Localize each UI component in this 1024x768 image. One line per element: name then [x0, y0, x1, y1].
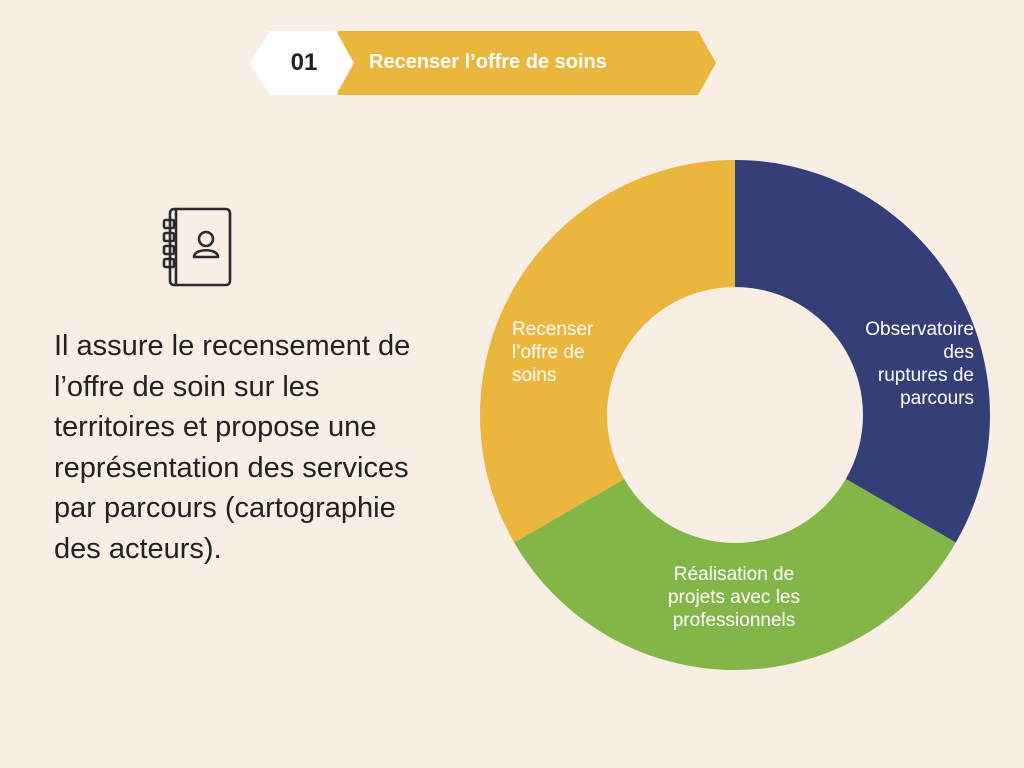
- donut-chart: [479, 160, 990, 671]
- step-number: 01: [290, 49, 318, 76]
- banner-shape: [250, 31, 716, 95]
- segment-recenser: [479, 160, 735, 543]
- segment-observatoire: [735, 160, 990, 543]
- description-text: Il assure le recensement de l’offre de s…: [54, 330, 411, 565]
- segment-realisation: [514, 479, 956, 671]
- contact-book-icon: [162, 207, 232, 287]
- banner-number-badge: [250, 31, 354, 95]
- step-title: Recenser l’offre de soins: [369, 51, 607, 73]
- segment-label-recenser: Recenser l’offre de soins: [512, 319, 594, 386]
- segment-label-observatoire: Observatoire des ruptures de parcours: [865, 319, 974, 409]
- step-banner: 01 Recenser l’offre de soins: [248, 30, 718, 96]
- banner-title-shape: [338, 31, 716, 95]
- segment-label-realisation: Réalisation de projets avec les profession…: [667, 564, 800, 631]
